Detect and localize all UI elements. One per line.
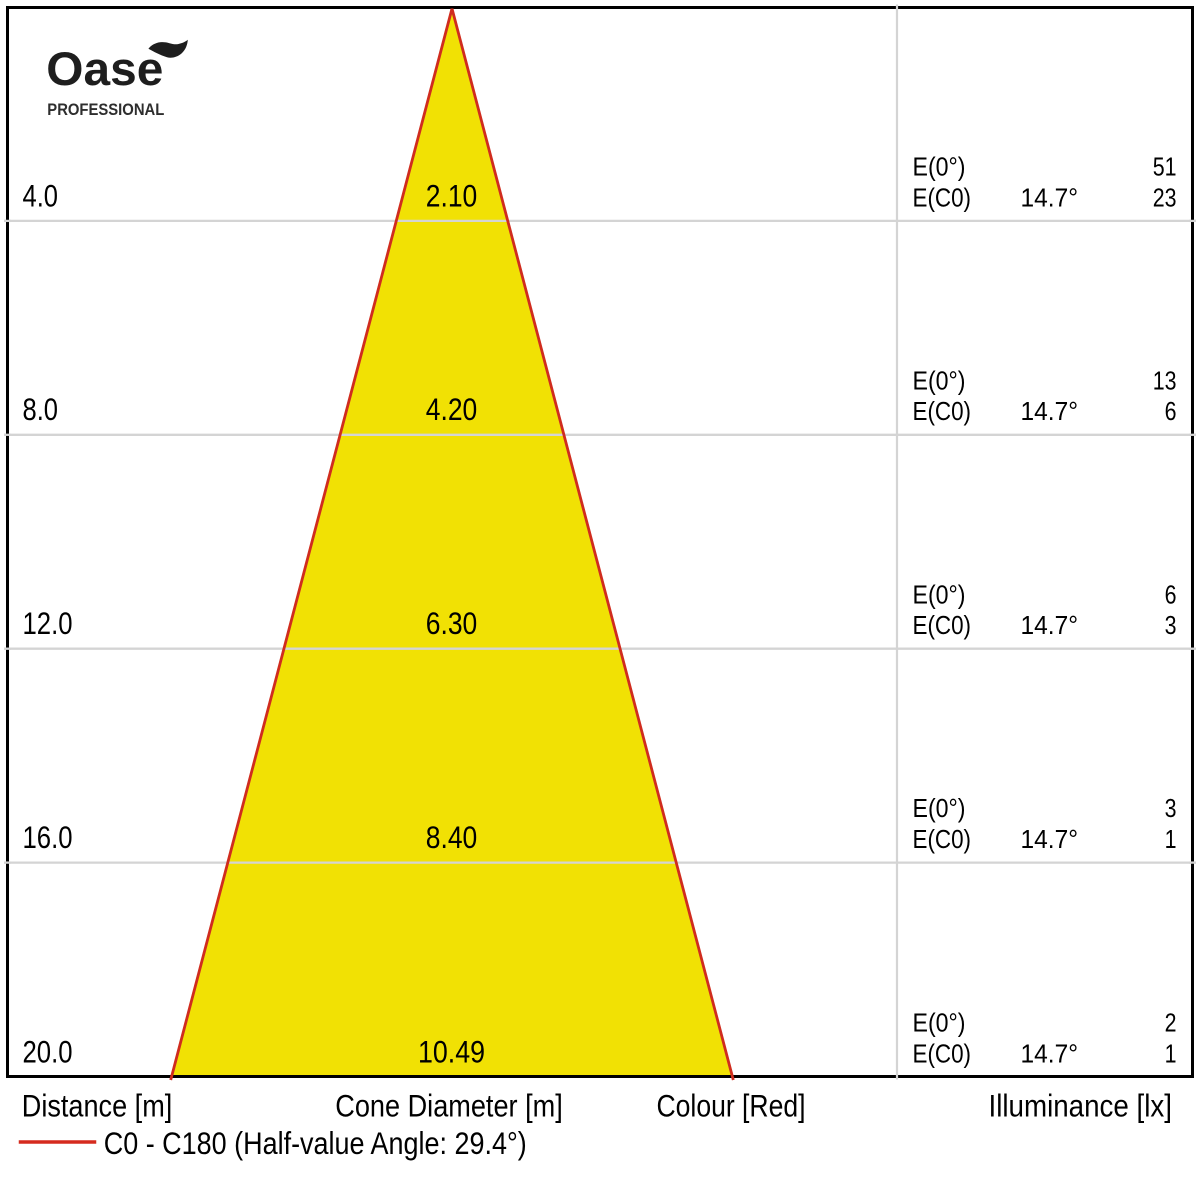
- svg-text:Colour [Red]: Colour [Red]: [657, 1088, 806, 1124]
- svg-text:E(0°): E(0°): [913, 154, 966, 182]
- svg-text:1: 1: [1165, 826, 1177, 854]
- svg-text:6: 6: [1165, 398, 1177, 426]
- svg-text:Distance [m]: Distance [m]: [22, 1088, 173, 1124]
- svg-text:3: 3: [1165, 795, 1177, 823]
- svg-text:E(0°): E(0°): [913, 1010, 966, 1038]
- svg-text:E(C0): E(C0): [913, 826, 972, 854]
- svg-text:E(C0): E(C0): [913, 1040, 972, 1068]
- svg-text:12.0: 12.0: [23, 605, 73, 641]
- svg-text:E(C0): E(C0): [913, 612, 972, 640]
- svg-text:E(0°): E(0°): [913, 581, 966, 609]
- svg-text:E(C0): E(C0): [913, 184, 972, 212]
- svg-text:3: 3: [1165, 612, 1177, 640]
- svg-text:Cone Diameter [m]: Cone Diameter [m]: [335, 1088, 563, 1124]
- svg-text:PROFESSIONAL: PROFESSIONAL: [47, 100, 164, 119]
- svg-text:E(C0): E(C0): [913, 398, 972, 426]
- svg-text:8.40: 8.40: [426, 819, 478, 855]
- svg-text:14.7°: 14.7°: [1021, 826, 1079, 854]
- svg-text:1: 1: [1165, 1040, 1177, 1068]
- svg-text:14.7°: 14.7°: [1021, 1040, 1079, 1068]
- svg-text:14.7°: 14.7°: [1021, 398, 1079, 426]
- svg-text:20.0: 20.0: [23, 1033, 73, 1069]
- svg-text:14.7°: 14.7°: [1021, 184, 1079, 212]
- svg-text:4.20: 4.20: [426, 391, 478, 427]
- svg-text:8.0: 8.0: [23, 391, 59, 427]
- svg-text:23: 23: [1153, 184, 1177, 212]
- svg-text:14.7°: 14.7°: [1021, 612, 1079, 640]
- svg-text:Oase: Oase: [46, 43, 163, 96]
- svg-text:E(0°): E(0°): [913, 367, 966, 395]
- svg-text:10.49: 10.49: [418, 1033, 485, 1069]
- svg-text:2: 2: [1165, 1010, 1177, 1038]
- svg-text:6.30: 6.30: [426, 605, 478, 641]
- svg-text:Illuminance [lx]: Illuminance [lx]: [989, 1088, 1173, 1124]
- svg-text:51: 51: [1153, 154, 1177, 182]
- svg-text:E(0°): E(0°): [913, 795, 966, 823]
- svg-text:6: 6: [1165, 581, 1177, 609]
- svg-text:13: 13: [1153, 367, 1177, 395]
- svg-text:4.0: 4.0: [23, 177, 59, 213]
- svg-text:16.0: 16.0: [23, 819, 73, 855]
- svg-text:2.10: 2.10: [426, 177, 478, 213]
- svg-text:C0 - C180 (Half-value Angle: 2: C0 - C180 (Half-value Angle: 29.4°): [104, 1125, 527, 1161]
